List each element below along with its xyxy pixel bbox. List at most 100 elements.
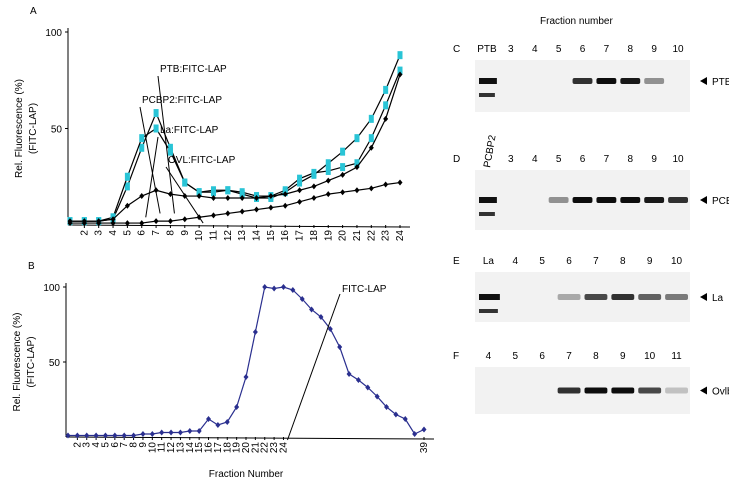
point [182, 178, 188, 187]
point [340, 163, 346, 172]
lane-label: 3 [508, 44, 514, 55]
lane-label: 5 [556, 154, 562, 165]
point [215, 422, 221, 428]
band-arrow [700, 293, 707, 301]
point [131, 432, 137, 439]
protein-label: Ovlb [712, 387, 729, 398]
y-tick-label: 50 [51, 125, 63, 136]
point [168, 429, 174, 436]
band [557, 387, 581, 394]
x-tick-label: 19 [323, 230, 334, 242]
x-tick-label: 39 [419, 442, 430, 454]
point [124, 220, 130, 227]
series-label: PCBP2:FITC-LAP [142, 95, 222, 106]
lane-label: 10 [644, 351, 656, 362]
point [368, 114, 374, 123]
x-tick-label: 5 [122, 230, 133, 236]
point [280, 284, 286, 290]
point [96, 220, 102, 227]
point [239, 188, 245, 197]
panel-letter: E [453, 256, 460, 267]
point [290, 287, 296, 293]
band [620, 78, 641, 84]
lane-label: 4 [532, 44, 538, 55]
x-tick-label: 21 [250, 442, 261, 454]
y-tick-label: 100 [45, 28, 62, 39]
annotation-arrow [165, 166, 204, 224]
point [252, 329, 258, 335]
point [262, 284, 268, 290]
marker-band [479, 93, 495, 97]
x-tick-label: 14 [252, 230, 263, 242]
point [206, 416, 212, 422]
point [297, 187, 303, 194]
point [268, 193, 274, 200]
band [644, 78, 665, 84]
x-tick-label: 20 [338, 230, 349, 242]
band [572, 78, 593, 84]
x-tick-label: 17 [213, 442, 224, 454]
point [254, 206, 260, 213]
lane-label: 5 [556, 44, 562, 55]
band [638, 294, 662, 300]
point [139, 220, 145, 227]
point [110, 220, 116, 227]
point [196, 188, 202, 197]
point [225, 186, 231, 195]
x-tick-label: 5 [100, 442, 111, 448]
lane-label: 10 [672, 154, 684, 165]
x-tick-label: 6 [110, 442, 121, 448]
lane-label: 9 [647, 256, 653, 267]
x-tick-label: 18 [309, 230, 320, 242]
point [239, 194, 245, 201]
point [177, 429, 183, 436]
x-tick-label: 4 [108, 230, 119, 236]
x-axis [65, 436, 435, 440]
point [318, 314, 324, 320]
point [311, 183, 317, 190]
panel-letter: F [453, 351, 459, 362]
marker-band [479, 78, 497, 84]
point [383, 115, 389, 122]
point [84, 432, 90, 439]
band [611, 294, 635, 300]
point [384, 404, 390, 410]
x-tick-label: 16 [204, 442, 215, 454]
x-tick-label: 6 [137, 230, 148, 236]
band [584, 294, 608, 300]
x-tick-label: 8 [129, 442, 140, 448]
y-axis-label: (FITC-LAP) [28, 103, 39, 154]
point [254, 194, 260, 201]
series-line [70, 74, 401, 222]
point [340, 189, 346, 196]
x-tick-label: 13 [175, 442, 186, 454]
annotation-arrow [145, 136, 159, 218]
point [112, 432, 118, 439]
point [355, 377, 361, 383]
protein-label: La [712, 293, 724, 304]
point [167, 218, 173, 225]
lane-label: 8 [620, 256, 626, 267]
point [397, 51, 403, 60]
series-line [68, 286, 425, 437]
y-axis-label: (FITC-LAP) [26, 336, 37, 387]
band [611, 387, 635, 394]
point [383, 85, 389, 94]
point [340, 147, 346, 156]
point [124, 172, 130, 181]
point [311, 194, 317, 201]
point [243, 374, 249, 380]
point [67, 220, 73, 227]
lane-label: PTB [477, 44, 497, 55]
lane-label: 4 [513, 256, 519, 267]
lane-label: 5 [539, 256, 545, 267]
point [239, 208, 245, 215]
lane-label: 7 [604, 44, 610, 55]
band [572, 197, 593, 203]
point [397, 71, 403, 78]
point [297, 174, 303, 183]
point [421, 426, 427, 433]
x-tick-label: 2 [72, 442, 83, 448]
x-tick-label: 7 [151, 230, 162, 236]
point [139, 193, 145, 200]
